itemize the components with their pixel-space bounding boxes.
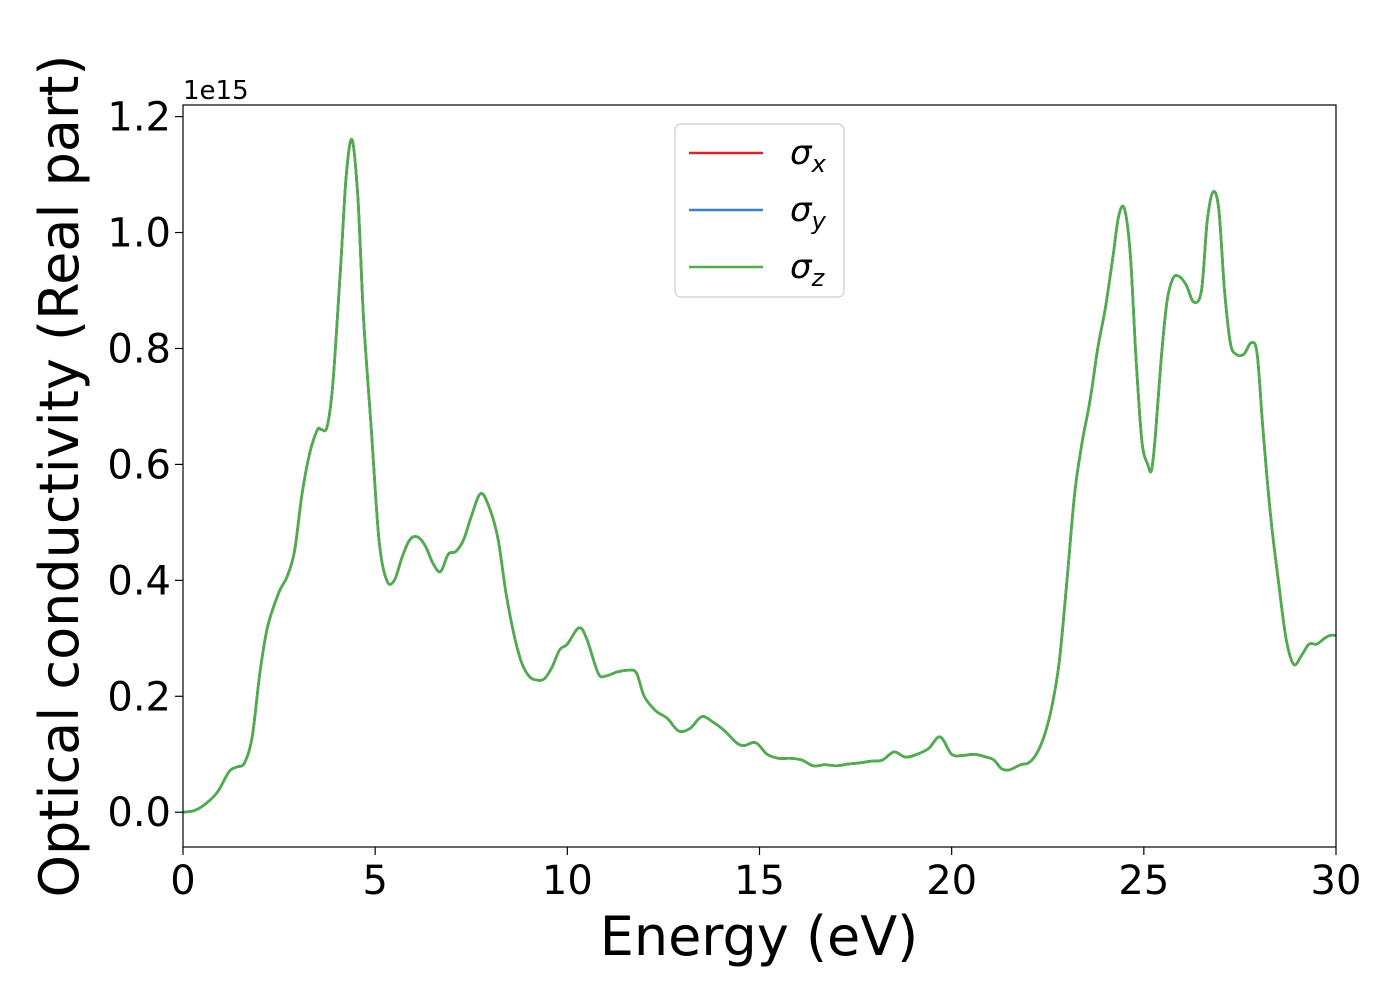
y-tick-label: 0.2 (107, 674, 171, 720)
y-ticks: 0.0 0.2 0.4 0.6 0.8 1.0 1.2 (107, 95, 183, 836)
x-tick-label: 10 (542, 858, 593, 904)
y-tick-label: 1.2 (107, 95, 171, 141)
series-line-sigma-z (182, 138, 1337, 814)
y-tick-label: 0.8 (107, 326, 171, 372)
x-tick-label: 0 (170, 858, 195, 904)
y-offset-label: 1e15 (183, 76, 249, 106)
x-ticks: 0 5 10 15 20 25 30 (170, 847, 1361, 904)
x-tick-label: 5 (362, 858, 387, 904)
y-axis-label: Optical conductivity (Real part) (28, 55, 91, 898)
plot-lines (182, 138, 1337, 814)
y-tick-label: 0.6 (107, 442, 171, 488)
x-tick-label: 30 (1311, 858, 1362, 904)
x-axis-label: Energy (eV) (600, 905, 919, 968)
y-tick-label: 0.4 (107, 558, 171, 604)
x-tick-label: 25 (1118, 858, 1169, 904)
x-tick-label: 15 (734, 858, 785, 904)
legend-label-sigma-z: σz (790, 247, 826, 292)
x-tick-label: 20 (926, 858, 977, 904)
y-tick-label: 1.0 (107, 211, 171, 257)
y-tick-label: 0.0 (107, 790, 171, 836)
